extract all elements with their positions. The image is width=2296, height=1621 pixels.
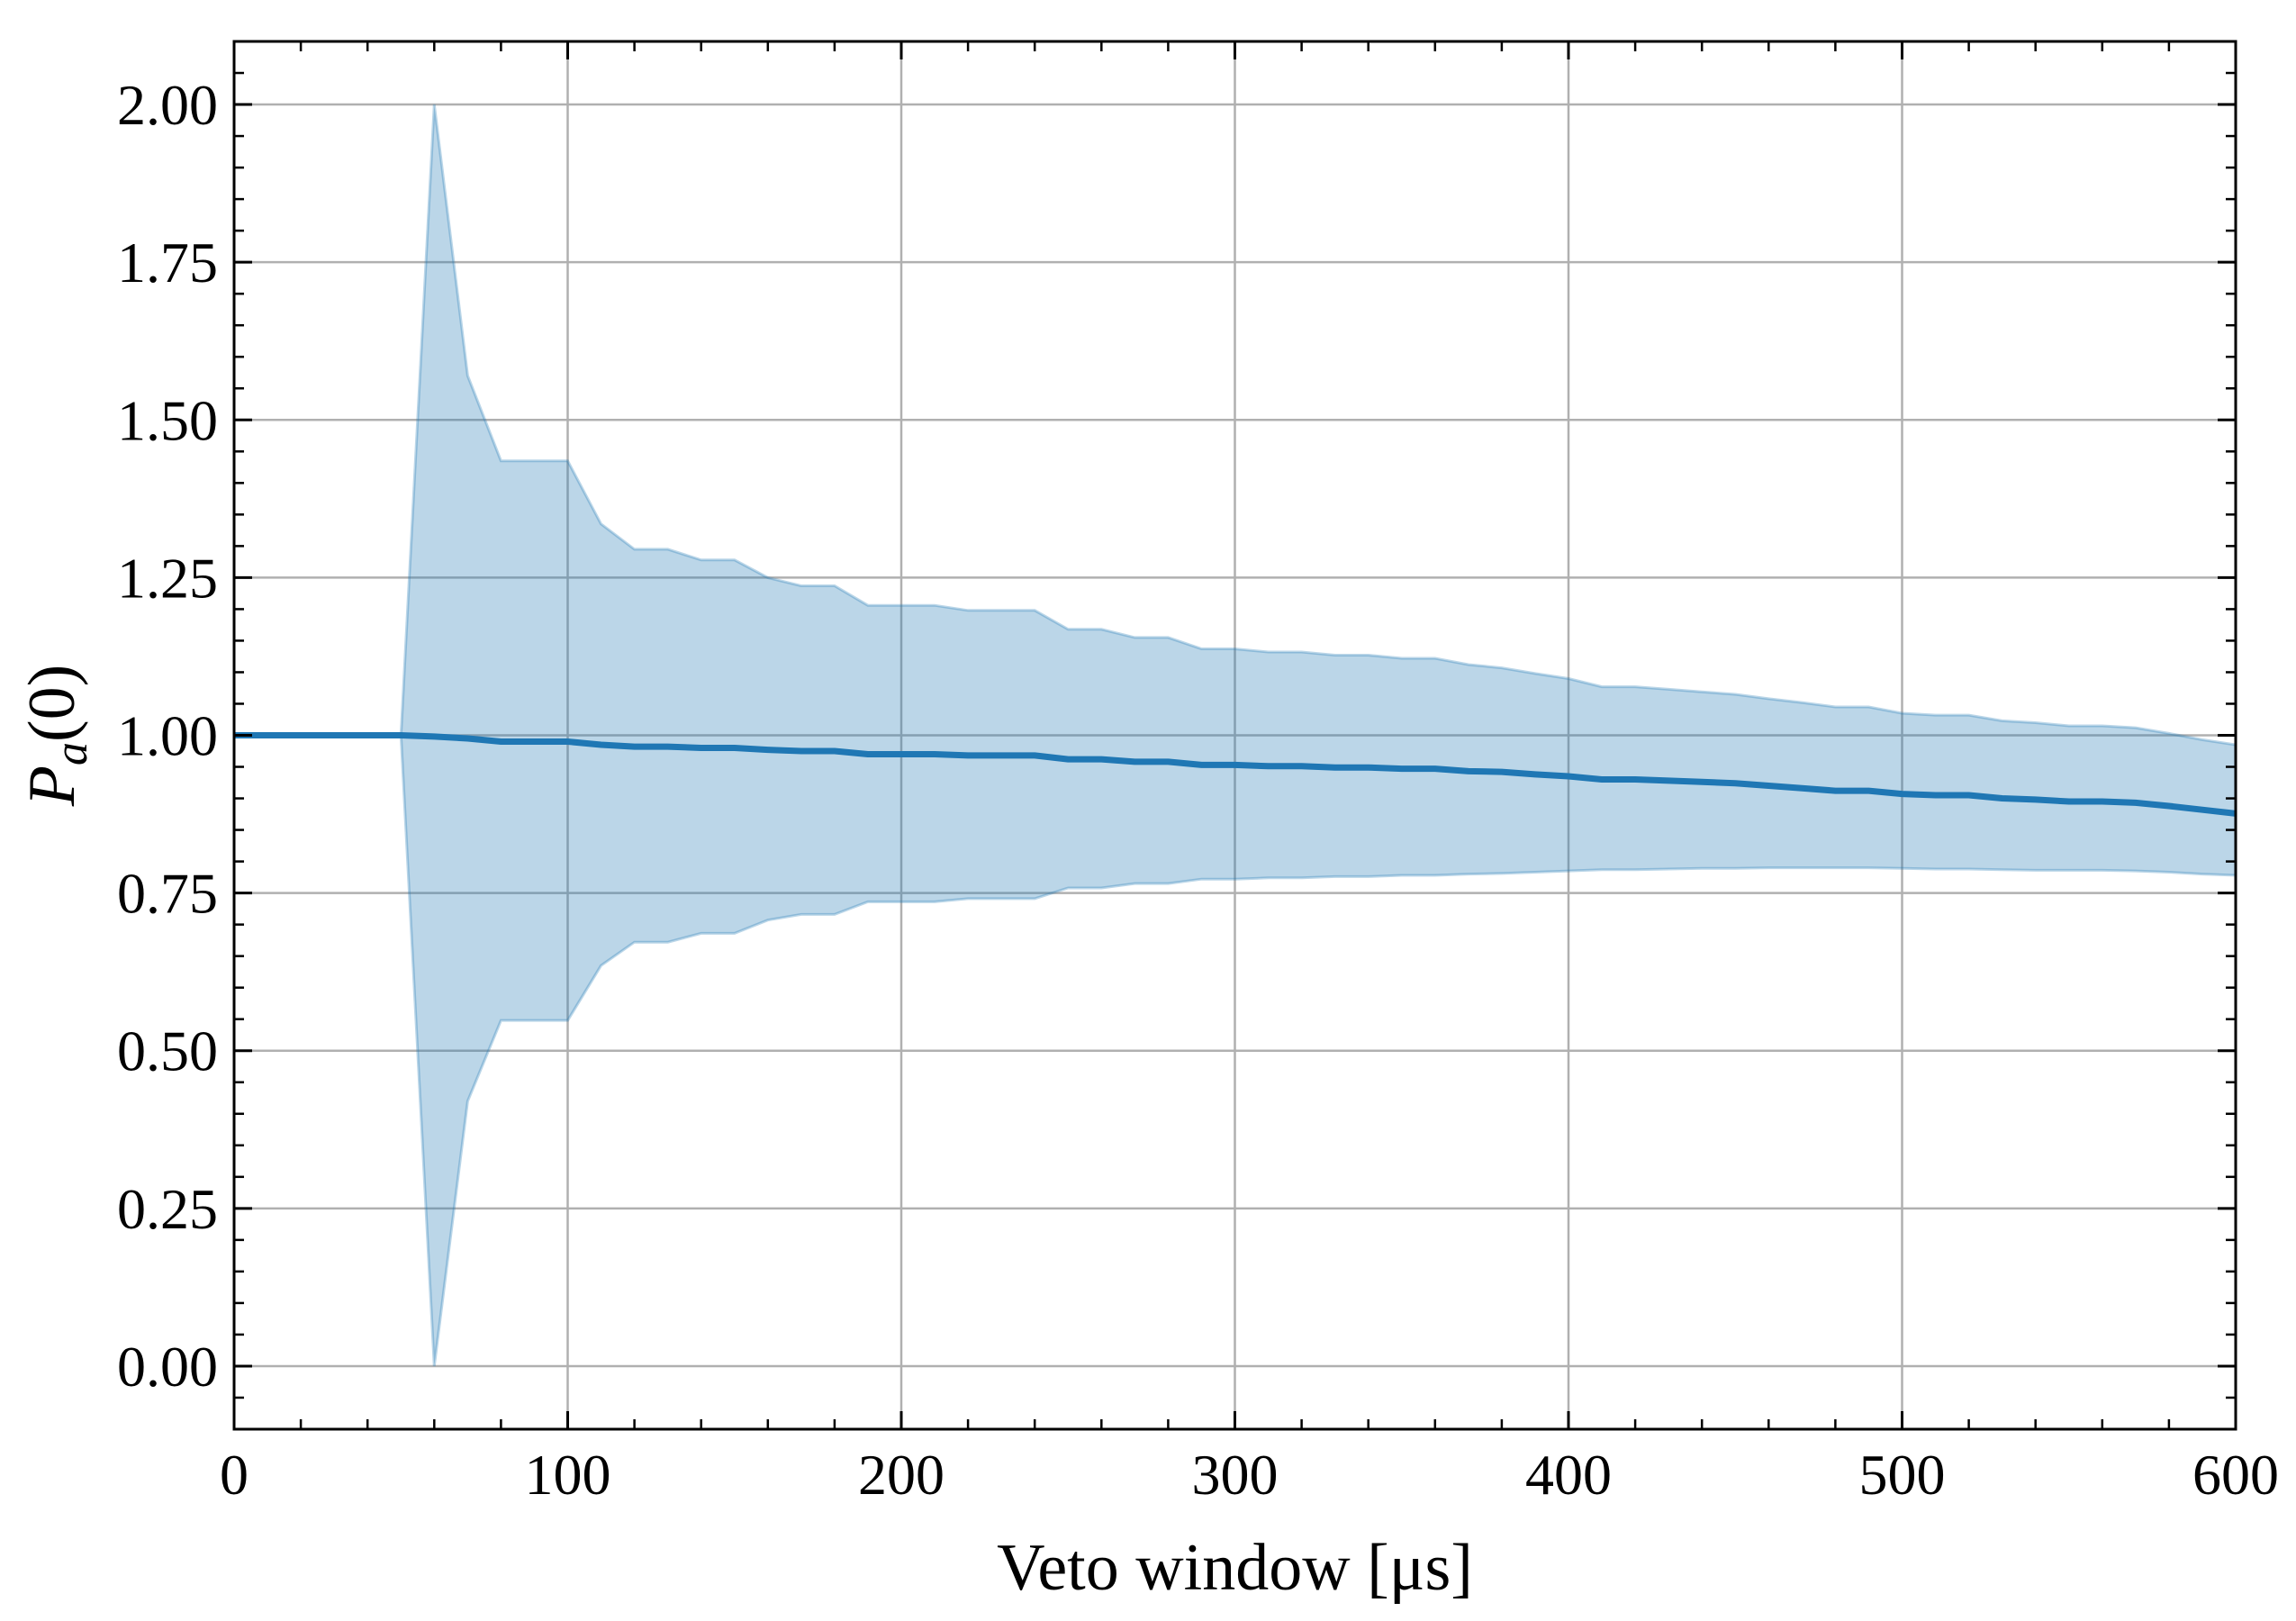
plot-frame <box>232 40 2237 1431</box>
y-tick-label: 0.50 <box>117 1019 218 1083</box>
x-tick-label: 0 <box>220 1443 249 1507</box>
y-tick-label: 0.00 <box>117 1335 218 1399</box>
y-axis-label-tail: (0) <box>15 665 89 742</box>
y-tick-label: 1.50 <box>117 388 218 452</box>
mean-line <box>234 732 2237 817</box>
y-tick-label: 0.25 <box>117 1177 218 1241</box>
x-tick-label: 200 <box>858 1443 945 1507</box>
x-tick-label: 500 <box>1859 1443 1946 1507</box>
tick-layer <box>232 40 2237 1431</box>
y-tick-label: 1.25 <box>117 546 218 610</box>
x-tick-label: 100 <box>525 1443 611 1507</box>
y-axis-label-subscript: a <box>46 742 97 765</box>
y-tick-label: 2.00 <box>117 73 218 137</box>
mean-line-layer <box>234 732 2237 817</box>
x-axis-label: Veto window [μs] <box>997 1531 1473 1605</box>
x-tick-label: 300 <box>1192 1443 1279 1507</box>
y-tick-label: 1.75 <box>117 231 218 294</box>
grid-layer <box>232 41 2237 1429</box>
y-tick-label: 1.00 <box>117 704 218 768</box>
x-tick-label: 600 <box>2192 1443 2279 1507</box>
tick-label-layer: 0 100 200 300 400 500 600 0.00 0.25 0.50 0.75 1.00 1… <box>117 73 2279 1507</box>
y-tick-label: 0.75 <box>117 862 218 926</box>
y-axis-label-main: P <box>15 765 89 807</box>
y-axis-label: Pa(0) <box>15 665 97 808</box>
x-tick-label: 400 <box>1525 1443 1612 1507</box>
